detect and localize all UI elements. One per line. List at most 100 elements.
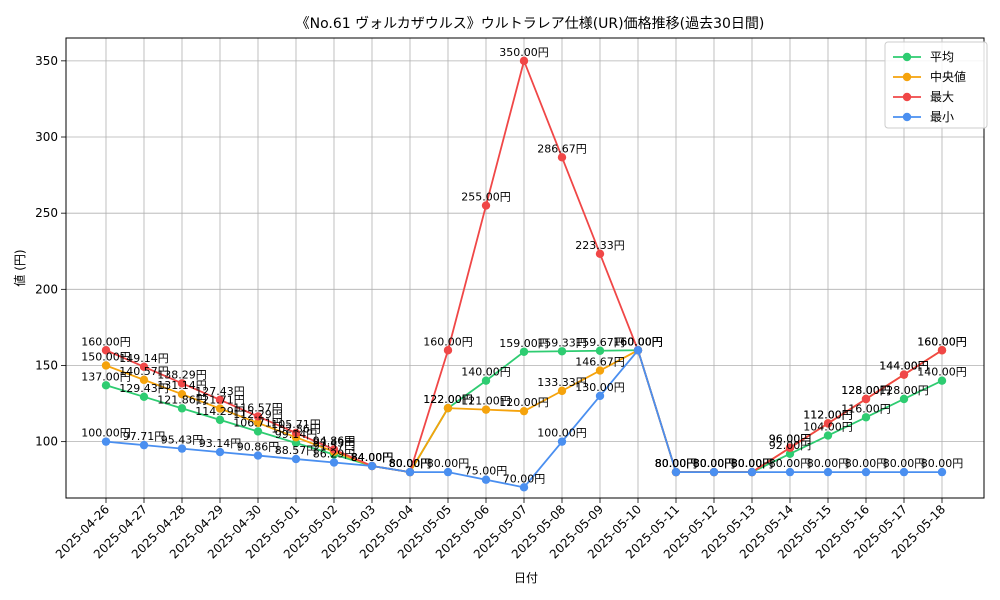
data-label: 120.00円 bbox=[499, 396, 549, 409]
data-point bbox=[595, 346, 605, 355]
data-label: 159.00円 bbox=[499, 337, 549, 350]
data-label: 80.00円 bbox=[655, 457, 698, 470]
data-point bbox=[937, 346, 947, 355]
data-label: 223.33円 bbox=[575, 239, 625, 252]
data-point bbox=[937, 376, 947, 385]
data-point bbox=[595, 366, 605, 375]
y-tick-label: 150 bbox=[35, 358, 58, 372]
data-label: 96.00円 bbox=[769, 433, 812, 446]
x-axis-title: 日付 bbox=[514, 571, 538, 585]
data-label: 94.86円 bbox=[313, 434, 356, 447]
data-point bbox=[443, 346, 453, 355]
data-point bbox=[557, 347, 567, 356]
data-point bbox=[785, 443, 795, 452]
data-label: 95.43円 bbox=[161, 434, 204, 447]
data-label: 80.00円 bbox=[883, 457, 926, 470]
data-label: 84.00円 bbox=[351, 451, 394, 464]
data-label: 80.00円 bbox=[389, 457, 432, 470]
data-label: 140.00円 bbox=[461, 366, 511, 379]
data-label: 114.29円 bbox=[195, 405, 245, 418]
data-point bbox=[177, 444, 187, 453]
data-point bbox=[139, 392, 149, 402]
data-label: 121.71円 bbox=[195, 394, 245, 407]
data-point bbox=[519, 56, 529, 66]
data-point bbox=[899, 394, 909, 404]
y-tick-label: 300 bbox=[35, 130, 58, 144]
data-label: 86.29円 bbox=[313, 448, 356, 461]
data-label: 159.33円 bbox=[537, 336, 587, 349]
data-label: 138.29円 bbox=[157, 368, 207, 381]
data-point bbox=[253, 427, 263, 436]
data-label: 80.00円 bbox=[769, 457, 812, 470]
data-label: 80.00円 bbox=[693, 457, 736, 470]
data-label: 97.71円 bbox=[123, 430, 166, 443]
data-label: 80.00円 bbox=[693, 457, 736, 470]
y-tick-label: 350 bbox=[35, 54, 58, 68]
data-label: 80.00円 bbox=[655, 457, 698, 470]
data-label: 106.71円 bbox=[233, 416, 283, 429]
data-label: 100.00円 bbox=[81, 427, 131, 440]
data-label: 90.86円 bbox=[237, 441, 280, 454]
data-point bbox=[519, 483, 529, 492]
legend-item: 平均 bbox=[893, 50, 954, 64]
data-label: 122.00円 bbox=[423, 393, 473, 406]
data-label: 137.00円 bbox=[81, 370, 131, 383]
data-label: 160.00円 bbox=[613, 335, 663, 348]
data-label: 160.00円 bbox=[917, 335, 967, 348]
data-label: 105.71円 bbox=[271, 418, 321, 431]
data-point bbox=[747, 467, 757, 477]
data-point bbox=[633, 346, 643, 355]
data-label: 130.00円 bbox=[575, 381, 625, 394]
data-label: 92.00円 bbox=[769, 439, 812, 452]
plot-frame bbox=[65, 37, 985, 499]
data-label: 160.00円 bbox=[613, 335, 663, 348]
data-label: 102.86円 bbox=[271, 422, 321, 435]
chart-title: 《No.61 ヴォルカザウルス》ウルトラレア仕様(UR)価格推移(過去30日間) bbox=[296, 15, 765, 32]
data-point bbox=[443, 467, 453, 477]
data-point bbox=[215, 404, 225, 413]
data-point bbox=[177, 404, 187, 413]
data-point bbox=[709, 467, 719, 477]
y-tick-label: 200 bbox=[35, 282, 58, 296]
data-label: 131.14円 bbox=[157, 379, 207, 392]
data-label: 80.00円 bbox=[389, 457, 432, 470]
data-label: 286.67円 bbox=[537, 142, 587, 155]
data-label: 84.00円 bbox=[351, 451, 394, 464]
y-tick-label: 250 bbox=[35, 206, 58, 220]
data-label: 80.00円 bbox=[731, 457, 774, 470]
data-label: 127.43円 bbox=[195, 385, 245, 398]
data-label: 80.00円 bbox=[693, 457, 736, 470]
data-point bbox=[671, 467, 681, 477]
data-label: 96.00円 bbox=[769, 433, 812, 446]
data-label: 140.00円 bbox=[917, 366, 967, 379]
data-point bbox=[139, 362, 149, 371]
data-point bbox=[253, 412, 263, 421]
data-point bbox=[823, 431, 833, 440]
data-point bbox=[253, 451, 263, 460]
legend-item: 最小 bbox=[893, 110, 954, 124]
data-label: 88.57円 bbox=[275, 444, 318, 457]
data-label: 112.00円 bbox=[803, 408, 853, 421]
data-label: 116.57円 bbox=[233, 401, 283, 414]
data-point bbox=[405, 467, 415, 477]
data-label: 80.00円 bbox=[731, 457, 774, 470]
data-point bbox=[823, 419, 833, 428]
data-point bbox=[899, 370, 909, 379]
data-point bbox=[329, 445, 339, 454]
data-label: 128.00円 bbox=[841, 384, 891, 397]
data-label: 129.43円 bbox=[119, 382, 169, 395]
legend-item: 最大 bbox=[893, 90, 954, 104]
data-label: 91.57円 bbox=[313, 439, 356, 452]
data-point bbox=[937, 467, 947, 477]
legend-marker bbox=[902, 112, 912, 122]
data-point bbox=[557, 153, 567, 162]
data-point bbox=[823, 467, 833, 477]
data-point bbox=[861, 413, 871, 422]
data-point bbox=[481, 201, 491, 210]
data-label: 80.00円 bbox=[731, 457, 774, 470]
data-point bbox=[595, 249, 605, 258]
data-label: 80.00円 bbox=[921, 457, 964, 470]
data-point bbox=[785, 449, 795, 459]
data-label: 80.00円 bbox=[389, 457, 432, 470]
